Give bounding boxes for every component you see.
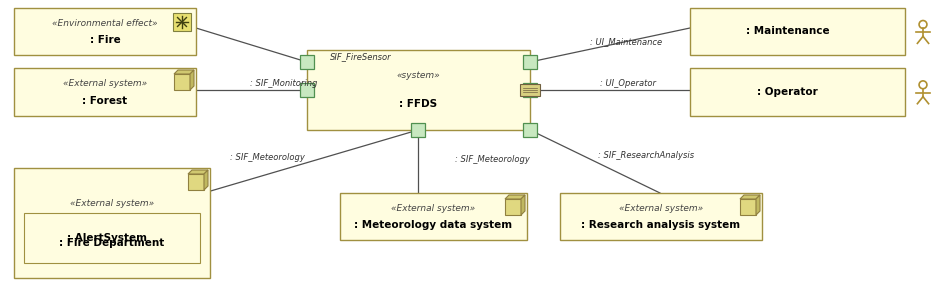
Bar bbox=[14, 8, 196, 55]
Polygon shape bbox=[190, 70, 194, 90]
Text: : Research analysis system: : Research analysis system bbox=[581, 220, 740, 230]
Text: «Environmental effect»: «Environmental effect» bbox=[52, 18, 157, 28]
Polygon shape bbox=[740, 195, 760, 199]
Bar bbox=[690, 8, 905, 55]
Bar bbox=[307, 50, 530, 130]
Text: «External system»: «External system» bbox=[392, 204, 476, 213]
Polygon shape bbox=[756, 195, 760, 215]
Bar bbox=[523, 123, 537, 137]
Bar bbox=[520, 84, 541, 96]
Text: : Meteorology data system: : Meteorology data system bbox=[354, 220, 512, 230]
Bar bbox=[411, 123, 425, 137]
Polygon shape bbox=[174, 74, 190, 90]
Text: SIF_FireSensor: SIF_FireSensor bbox=[330, 52, 392, 62]
Polygon shape bbox=[505, 195, 525, 199]
Text: : Operator: : Operator bbox=[757, 87, 818, 97]
Text: : SIF_Meteorology: : SIF_Meteorology bbox=[230, 154, 305, 162]
Polygon shape bbox=[505, 199, 521, 215]
Text: : Forest: : Forest bbox=[83, 96, 127, 106]
Bar bbox=[14, 168, 210, 278]
Bar bbox=[300, 55, 314, 69]
Polygon shape bbox=[521, 195, 525, 215]
Polygon shape bbox=[204, 170, 208, 190]
Polygon shape bbox=[188, 170, 208, 174]
Bar bbox=[300, 83, 314, 97]
Bar bbox=[690, 68, 905, 116]
Text: : SIF_Monitoring: : SIF_Monitoring bbox=[250, 79, 317, 88]
Polygon shape bbox=[740, 199, 756, 215]
Text: : Fire Department: : Fire Department bbox=[59, 238, 165, 248]
Bar bbox=[560, 193, 762, 240]
Polygon shape bbox=[188, 174, 204, 190]
Bar bbox=[523, 55, 537, 69]
Text: : SIF_Meteorology: : SIF_Meteorology bbox=[455, 156, 529, 164]
Text: : UI_Operator: : UI_Operator bbox=[600, 79, 656, 88]
Text: «system»: «system» bbox=[397, 71, 440, 80]
Text: : Fire: : Fire bbox=[89, 35, 121, 45]
Bar bbox=[14, 68, 196, 116]
Text: : Maintenance: : Maintenance bbox=[746, 26, 829, 37]
Bar bbox=[523, 83, 537, 97]
Text: «External system»: «External system» bbox=[70, 199, 154, 208]
Bar bbox=[24, 213, 200, 263]
Bar bbox=[173, 13, 191, 31]
Bar bbox=[340, 193, 527, 240]
Polygon shape bbox=[174, 70, 194, 74]
Text: : UI_Maintenance: : UI_Maintenance bbox=[590, 37, 662, 46]
Text: : FFDS: : FFDS bbox=[399, 99, 438, 109]
Text: : AlertSystem: : AlertSystem bbox=[67, 233, 147, 243]
Text: «External system»: «External system» bbox=[619, 204, 703, 213]
Text: : SIF_ResearchAnalysis: : SIF_ResearchAnalysis bbox=[598, 151, 694, 160]
Text: «External system»: «External system» bbox=[63, 79, 147, 88]
